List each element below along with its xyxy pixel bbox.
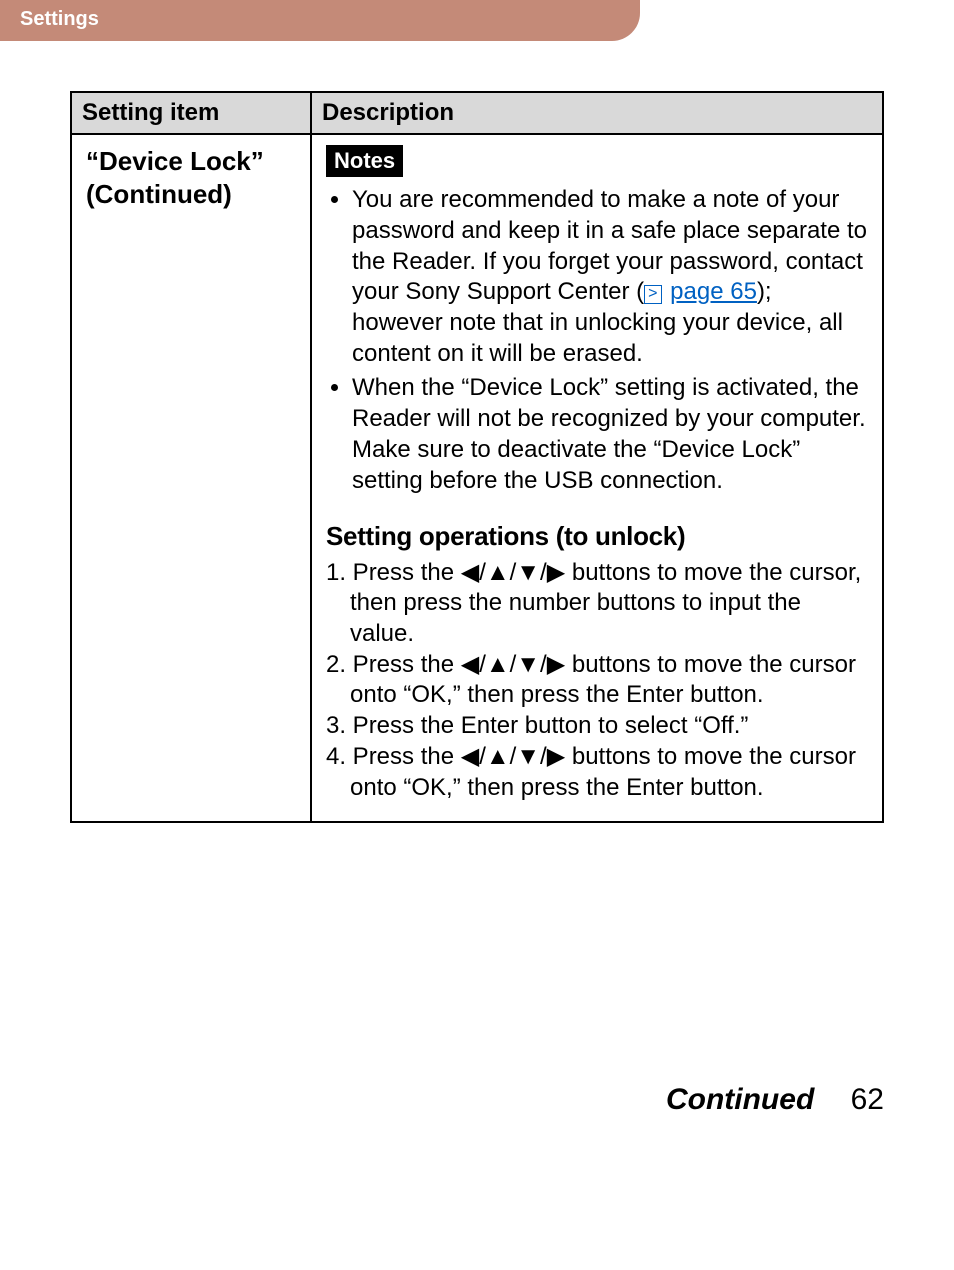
continued-label: Continued: [666, 1083, 814, 1116]
cell-setting-item: “Device Lock” (Continued): [71, 134, 311, 822]
page-link-icon: >: [644, 285, 661, 304]
operations-heading: Setting operations (to unlock): [326, 520, 868, 553]
step1-a: 1. Press the: [326, 559, 461, 586]
note1-text-a: You are recommended to make a note of yo…: [352, 186, 867, 305]
page-link[interactable]: page 65: [670, 278, 757, 305]
section-title: Settings: [20, 8, 99, 30]
cell-description: Notes You are recommended to make a note…: [311, 134, 883, 822]
step3-text: 3. Press the Enter button to select “Off…: [326, 711, 868, 742]
step-4: 4. Press the ◀/▲/▼/▶ buttons to move the…: [326, 742, 868, 803]
step-1: 1. Press the ◀/▲/▼/▶ buttons to move the…: [326, 558, 868, 650]
table-header-row: Setting item Description: [71, 92, 883, 134]
note-item-2: When the “Device Lock” setting is activa…: [352, 373, 868, 496]
step-2: 2. Press the ◀/▲/▼/▶ buttons to move the…: [326, 650, 868, 711]
col-header-setting-item: Setting item: [71, 92, 311, 134]
table-row: “Device Lock” (Continued) Notes You are …: [71, 134, 883, 822]
page-footer: Continued 62: [0, 823, 954, 1117]
step2-a: 2. Press the: [326, 651, 461, 678]
notes-badge: Notes: [326, 145, 403, 177]
col-header-description: Description: [311, 92, 883, 134]
arrow-buttons-icon: ◀/▲/▼/▶: [461, 559, 565, 586]
setting-item-name-line2: (Continued): [86, 178, 296, 211]
section-header-tab: Settings: [0, 0, 640, 41]
step4-a: 4. Press the: [326, 743, 461, 770]
notes-list: You are recommended to make a note of yo…: [326, 185, 868, 496]
arrow-buttons-icon: ◀/▲/▼/▶: [461, 651, 565, 678]
setting-item-name-line1: “Device Lock”: [86, 145, 296, 178]
note-item-1: You are recommended to make a note of yo…: [352, 185, 868, 369]
settings-table: Setting item Description “Device Lock” (…: [70, 91, 884, 823]
page-content: Setting item Description “Device Lock” (…: [0, 91, 954, 823]
page-number: 62: [851, 1083, 884, 1116]
step-3: 3. Press the Enter button to select “Off…: [326, 711, 868, 742]
arrow-buttons-icon: ◀/▲/▼/▶: [461, 743, 565, 770]
